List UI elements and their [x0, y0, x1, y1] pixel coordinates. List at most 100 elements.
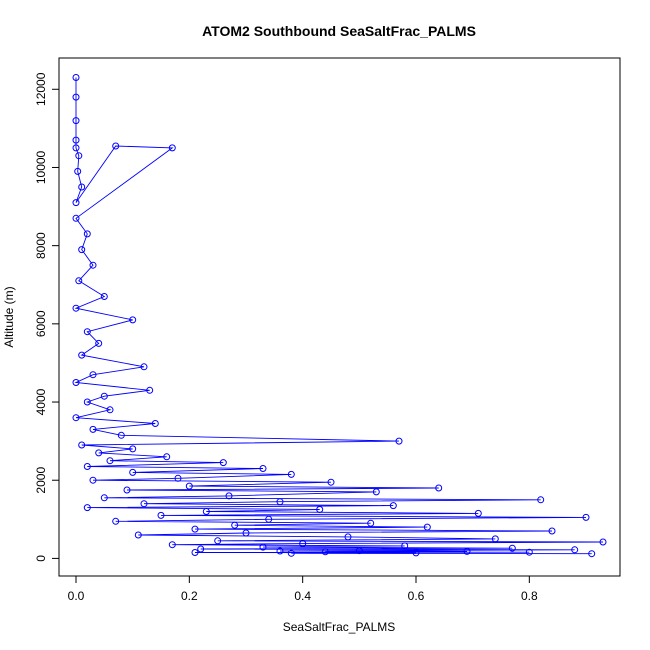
data-point [89, 261, 97, 269]
data-point [89, 425, 97, 433]
data-point [423, 523, 431, 531]
x-tick-label: 0.6 [408, 589, 425, 603]
data-point [299, 540, 307, 548]
y-tick-label: 2000 [34, 467, 48, 494]
data-point [327, 478, 335, 486]
data-point [491, 535, 499, 543]
data-point [74, 167, 82, 175]
data-point [372, 488, 380, 496]
data-point [83, 504, 91, 512]
data-point [72, 144, 80, 152]
data-point [134, 531, 142, 539]
data-point [287, 470, 295, 478]
data-point [95, 339, 103, 347]
data-point [129, 468, 137, 476]
data-point [72, 74, 80, 81]
x-axis-label: SeaSaltFrac_PALMS [283, 620, 396, 634]
data-point [259, 465, 267, 472]
data-point [412, 549, 420, 557]
data-point [537, 496, 545, 504]
data-point [100, 494, 108, 502]
data-point [202, 508, 210, 515]
data-point [123, 486, 131, 494]
data-point [548, 527, 556, 535]
data-point [106, 406, 114, 414]
data-point [191, 549, 199, 556]
data-point [72, 199, 80, 207]
data-point [78, 441, 86, 449]
data-point [129, 445, 137, 453]
data-point [78, 183, 86, 191]
data-point [287, 549, 295, 557]
data-point [151, 420, 159, 427]
y-tick-label: 4000 [34, 388, 48, 415]
data-point [401, 542, 409, 550]
series-line [74, 77, 604, 555]
data-point [117, 431, 125, 439]
data-point [100, 293, 108, 300]
data-point [571, 546, 579, 554]
data-point [525, 548, 533, 556]
data-point [100, 392, 108, 400]
data-point [265, 515, 273, 523]
data-point [146, 386, 154, 394]
data-point [225, 492, 233, 500]
y-axis-label: Altitude (m) [2, 286, 16, 347]
data-point [321, 548, 329, 556]
data-point [219, 459, 227, 467]
data-point [474, 509, 482, 517]
data-point [395, 437, 403, 445]
data-point [588, 550, 596, 558]
data-point [355, 547, 363, 555]
data-point [89, 476, 97, 484]
data-point [174, 474, 182, 482]
data-point [78, 246, 86, 254]
data-point [316, 506, 324, 513]
data-point [582, 513, 590, 521]
y-tick-label: 8000 [34, 232, 48, 259]
data-point [168, 541, 176, 549]
data-point [83, 230, 91, 238]
data-point [72, 136, 80, 144]
data-point [231, 521, 239, 529]
data-point [389, 502, 397, 510]
data-point [106, 457, 114, 465]
data-point [72, 379, 80, 386]
data-point [78, 351, 86, 359]
data-point [72, 117, 80, 125]
data-point [75, 152, 83, 160]
data-point [140, 500, 148, 508]
data-point [72, 93, 80, 101]
y-tick-label: 0 [34, 555, 48, 562]
data-point [599, 538, 607, 546]
data-point [197, 545, 205, 553]
data-point [140, 363, 148, 371]
data-point [72, 304, 80, 312]
data-point [157, 511, 165, 519]
chart-title: ATOM2 Southbound SeaSaltFrac_PALMS [202, 23, 476, 39]
x-axis-ticks: 0.0 0.2 0.4 0.6 0.8 [68, 576, 538, 603]
data-point [463, 547, 471, 555]
data-point [72, 214, 80, 222]
data-point [276, 498, 284, 506]
y-tick-label: 6000 [34, 310, 48, 337]
data-point [276, 547, 284, 555]
data-point [112, 142, 120, 150]
data-point [72, 414, 80, 422]
data-point [214, 537, 222, 545]
data-point [435, 484, 443, 492]
data-point [168, 144, 176, 152]
data-point [112, 517, 120, 525]
y-tick-label: 10000 [34, 150, 48, 184]
x-tick-label: 0.0 [68, 589, 85, 603]
data-point [242, 529, 250, 537]
x-tick-label: 0.8 [521, 589, 538, 603]
y-axis-ticks: 0 2000 4000 6000 8000 10000 12000 [34, 72, 59, 562]
y-tick-label: 12000 [34, 72, 48, 106]
data-point [89, 371, 97, 379]
data-point [75, 277, 83, 285]
data-point [129, 316, 137, 324]
data-point [163, 453, 171, 461]
data-layer [72, 74, 607, 558]
